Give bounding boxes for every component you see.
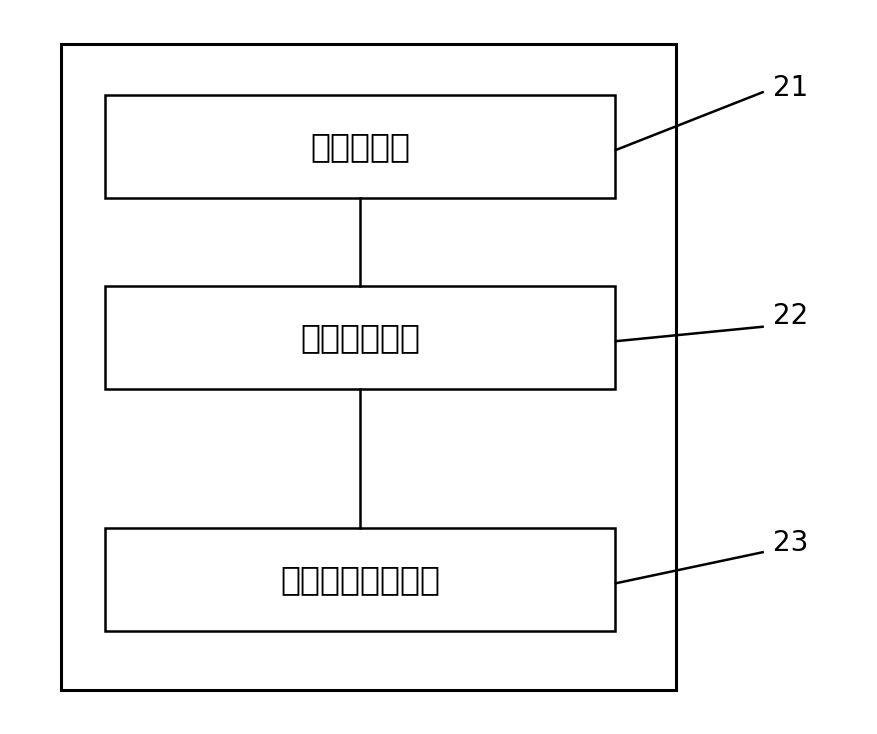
Text: 特征提取模块: 特征提取模块 [300, 321, 419, 354]
Bar [61, 44, 675, 690]
Bar [105, 528, 614, 631]
Bar [105, 286, 614, 389]
Text: 21: 21 [772, 74, 807, 102]
Text: 预处理模块: 预处理模块 [310, 131, 410, 163]
Bar [105, 95, 614, 198]
Text: 22: 22 [772, 302, 807, 330]
Text: 23: 23 [772, 529, 807, 557]
Text: 卷积神经网络模块: 卷积神经网络模块 [280, 564, 439, 596]
